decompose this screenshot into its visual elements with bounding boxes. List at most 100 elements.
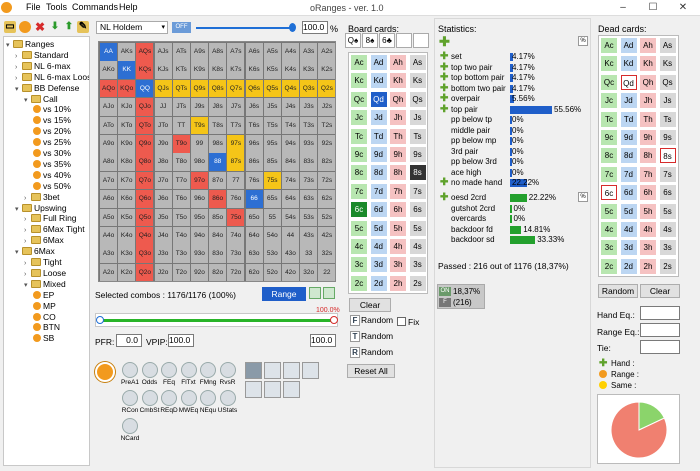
tree-item[interactable]: vs 10% xyxy=(33,104,71,114)
board-card-cell[interactable]: Th xyxy=(390,128,406,144)
hand-cell[interactable]: Q3o xyxy=(136,245,154,263)
plus-icon[interactable]: ✚ xyxy=(440,103,449,115)
hand-cell[interactable]: T3s xyxy=(300,116,318,135)
expand-toggle-icon[interactable]: ▾ xyxy=(15,205,19,213)
hand-cell[interactable]: T8s xyxy=(209,116,227,135)
hand-cell[interactable]: QJs xyxy=(154,79,172,98)
board-card-cell[interactable]: 4d xyxy=(370,239,387,254)
expand-toggle-icon[interactable]: › xyxy=(15,52,18,60)
dead-card-cell[interactable]: 3c xyxy=(601,240,617,256)
hand-cell[interactable]: J7s xyxy=(227,98,245,116)
hand-cell[interactable]: A9s xyxy=(191,43,208,61)
board-card-cell[interactable]: 7c xyxy=(351,183,367,199)
board-card-cell[interactable]: Kc xyxy=(351,73,367,89)
dead-card-cell[interactable]: 9h xyxy=(640,130,656,145)
hand-cell[interactable]: T2o xyxy=(172,263,190,282)
filter-box[interactable]: ON F 18,37% (216) xyxy=(437,284,485,309)
dead-card-cell[interactable]: Qh xyxy=(640,74,656,90)
menu-tools[interactable]: Tools xyxy=(46,2,68,12)
hand-cell[interactable]: A8s xyxy=(209,43,227,61)
expand-toggle-icon[interactable]: › xyxy=(24,216,27,224)
hand-cell[interactable]: 75o xyxy=(227,208,245,227)
board-card-2[interactable]: 8♠ xyxy=(362,33,378,48)
hand-cell[interactable]: J5s xyxy=(263,98,281,116)
hand-cell[interactable]: J3s xyxy=(300,98,318,116)
board-card-cell[interactable]: 7s xyxy=(409,183,426,199)
move-down-icon[interactable]: ⬇ xyxy=(50,21,60,32)
hand-cell[interactable]: KQs xyxy=(136,61,154,79)
dead-card-cell[interactable]: Ks xyxy=(659,56,676,72)
hand-cell[interactable]: 98o xyxy=(191,153,208,171)
hand-cell[interactable]: 62o xyxy=(245,263,263,282)
board-clear-button[interactable]: Clear xyxy=(349,298,391,312)
hand-cell[interactable]: Q5o xyxy=(136,208,154,227)
hand-cell[interactable]: 72s xyxy=(318,171,336,190)
hand-cell[interactable]: 73o xyxy=(227,245,245,263)
hand-cell[interactable]: 96s xyxy=(245,135,263,153)
tool-fmng-icon[interactable] xyxy=(200,362,216,378)
hand-cell[interactable]: K7s xyxy=(227,61,245,79)
tree-item[interactable]: vs 40% xyxy=(33,170,71,180)
dead-card-cell[interactable]: Qc xyxy=(601,74,617,90)
board-card-cell[interactable]: 9c xyxy=(351,147,367,162)
suits-icon[interactable] xyxy=(283,381,300,398)
expand-toggle-icon[interactable]: › xyxy=(24,270,27,278)
hand-cell[interactable]: KTs xyxy=(172,61,190,79)
plus-icon[interactable]: ✚ xyxy=(440,192,449,203)
hand-cell[interactable]: Q2s xyxy=(318,79,336,98)
expand-toggle-icon[interactable]: › xyxy=(24,194,27,202)
hand-cell[interactable]: AJs xyxy=(154,43,172,61)
hand-cell[interactable]: T5o xyxy=(172,208,190,227)
delete-icon[interactable]: ✖ xyxy=(34,20,46,34)
board-card-cell[interactable]: 6h xyxy=(390,202,406,218)
tree-item[interactable]: SB xyxy=(33,333,54,343)
hand-cell[interactable]: JJ xyxy=(154,98,172,116)
board-card-cell[interactable]: Kd xyxy=(370,73,387,89)
hand-cell[interactable]: A2o xyxy=(100,263,117,282)
hand-cell[interactable]: AKs xyxy=(118,43,136,61)
maximize-button[interactable]: ☐ xyxy=(648,2,658,13)
percent-input[interactable]: 100.0 xyxy=(302,21,328,34)
hand-cell[interactable]: 64o xyxy=(245,227,263,245)
hand-cell[interactable]: Q6o xyxy=(136,190,154,208)
hand-cell[interactable]: 72o xyxy=(227,263,245,282)
dead-card-cell[interactable]: Jc xyxy=(601,93,617,109)
hand-cell[interactable]: T2s xyxy=(318,116,336,135)
tree-item[interactable]: ▾ Upswing xyxy=(15,203,67,213)
board-card-cell[interactable]: 6c xyxy=(351,202,367,218)
dead-card-cell[interactable]: 6d xyxy=(620,185,637,201)
menu-file[interactable]: File xyxy=(26,2,41,12)
vpip-right-input[interactable]: 100.0 xyxy=(310,334,336,347)
board-card-cell[interactable]: 5c xyxy=(351,220,367,236)
hand-cell[interactable]: A8o xyxy=(100,153,117,171)
dead-card-cell[interactable]: 6h xyxy=(640,185,656,201)
hand-cell[interactable]: T4s xyxy=(282,116,299,135)
tool-reqd-icon[interactable] xyxy=(161,390,177,406)
board-card-cell[interactable]: 8s xyxy=(409,165,426,181)
hand-cell[interactable]: 98s xyxy=(209,135,227,153)
hand-cell[interactable]: A7s xyxy=(227,43,245,61)
hand-cell[interactable]: 76s xyxy=(245,171,263,190)
move-up-icon[interactable]: ⬆ xyxy=(64,21,74,32)
minimize-button[interactable]: – xyxy=(620,2,626,13)
hand-cell[interactable]: A9o xyxy=(100,135,117,153)
river-random-button[interactable]: Random xyxy=(361,347,394,357)
import-icon[interactable] xyxy=(309,287,321,299)
board-card-cell[interactable]: 8h xyxy=(390,165,406,181)
hand-cell[interactable]: KJo xyxy=(118,98,136,116)
dead-card-cell[interactable]: 8h xyxy=(640,148,656,164)
dead-card-cell[interactable]: Jh xyxy=(640,93,656,109)
board-card-cell[interactable]: 5s xyxy=(409,220,426,236)
expand-toggle-icon[interactable]: ▾ xyxy=(24,96,28,104)
hand-cell[interactable]: T4o xyxy=(172,227,190,245)
hand-cell[interactable]: 82s xyxy=(318,153,336,171)
tree-item[interactable]: › Tight xyxy=(24,257,62,267)
board-card-cell[interactable]: 2h xyxy=(390,275,406,291)
tree-item[interactable]: › 6Max Tight xyxy=(24,224,85,234)
tree-item[interactable]: › Standard xyxy=(15,50,69,60)
range-tree[interactable]: ▾ Ranges › Standard › NL 6-max › NL 6-max Loose… xyxy=(3,36,90,466)
board-card-cell[interactable]: 3h xyxy=(390,257,406,273)
dead-card-cell[interactable]: Tc xyxy=(601,111,617,127)
hand-cell[interactable]: 65o xyxy=(245,208,263,227)
hand-cell[interactable]: J4s xyxy=(282,98,299,116)
